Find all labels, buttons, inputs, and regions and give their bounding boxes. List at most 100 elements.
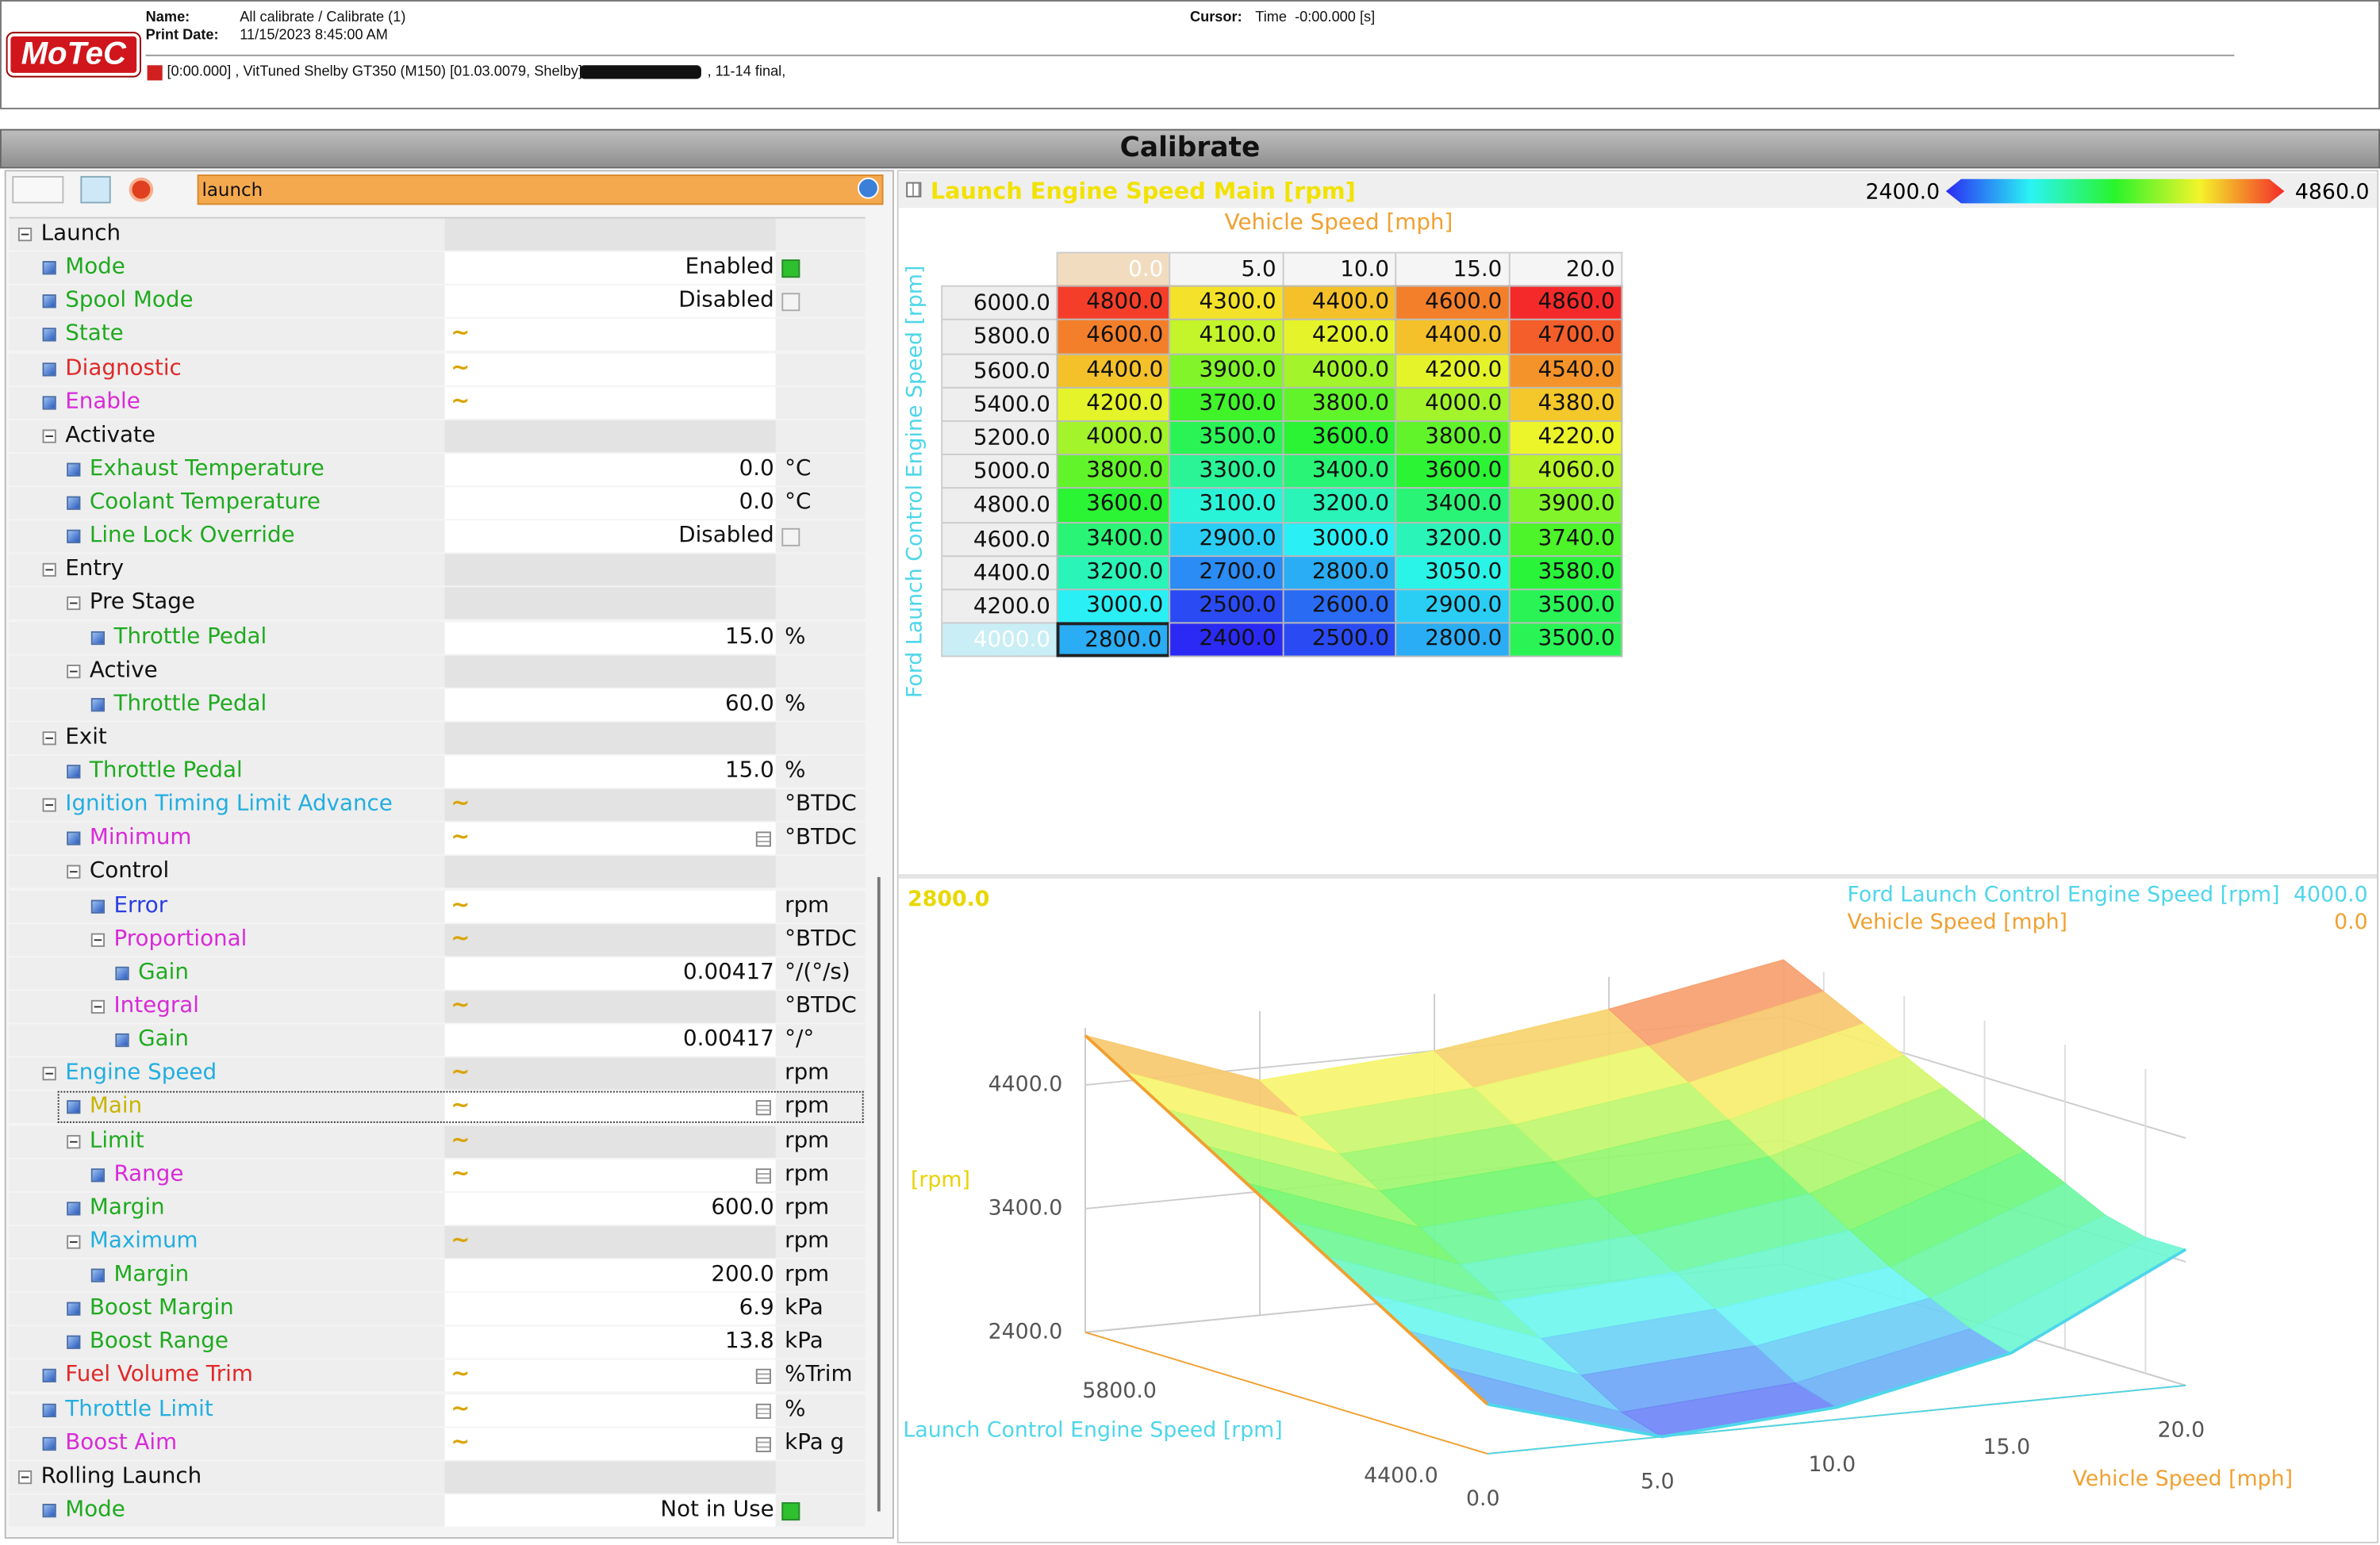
toolbar-tree-button[interactable] [12, 175, 64, 204]
parameter-value: 0.0 [739, 490, 774, 515]
tree-label[interactable]: Gain [138, 1027, 189, 1052]
search-box[interactable] [197, 174, 884, 205]
table-cell[interactable]: 4400.0 [1395, 319, 1510, 355]
tree-label[interactable]: Activate [65, 423, 155, 447]
table-cell[interactable]: 3000.0 [1056, 588, 1171, 624]
table-cell[interactable]: 3300.0 [1169, 454, 1284, 489]
value-cell [444, 1394, 776, 1426]
tree-label[interactable]: Proportional [113, 926, 248, 952]
table-button[interactable] [755, 1369, 771, 1385]
table-cell[interactable]: 4200.0 [1056, 386, 1171, 422]
tree-label[interactable]: Ignition Timing Limit Advance [65, 792, 393, 817]
table-cell[interactable]: 3400.0 [1282, 454, 1397, 489]
tree-label[interactable]: Launch [40, 221, 121, 246]
table-cell[interactable]: 2400.0 [1169, 622, 1284, 658]
scrollbar[interactable] [877, 876, 881, 1512]
tree-label[interactable]: Throttle Pedal [113, 692, 267, 716]
search-clear[interactable] [857, 177, 879, 199]
tree-label[interactable]: Mode [65, 255, 125, 280]
table-button[interactable] [755, 1402, 771, 1419]
tree-label[interactable]: Active [89, 657, 158, 683]
tree-label[interactable]: Line Lock Override [89, 523, 295, 548]
tree-label[interactable]: Gain [138, 960, 189, 985]
table-cell[interactable]: 2800.0 [1395, 622, 1510, 658]
y-tick-label: 5800.0 [1082, 1378, 1157, 1403]
table-cell[interactable]: 4200.0 [1395, 353, 1510, 389]
tree-label[interactable]: Throttle Pedal [113, 624, 267, 650]
tree-label[interactable]: Control [89, 859, 170, 884]
tree-label[interactable]: Margin [89, 1195, 165, 1220]
tree-label[interactable]: Range [113, 1161, 184, 1187]
table-cell[interactable]: 2500.0 [1282, 622, 1397, 658]
table-cell[interactable]: 3100.0 [1169, 487, 1284, 523]
tree-label[interactable]: Spool Mode [65, 288, 194, 313]
column-header: 0.0 [1056, 251, 1171, 287]
enabled-indicator[interactable] [781, 259, 800, 278]
tree-label[interactable]: Boost Margin [89, 1296, 234, 1321]
tree-label[interactable]: Exit [65, 725, 107, 750]
table-cell[interactable]: 3900.0 [1169, 353, 1284, 389]
column-header: 20.0 [1508, 251, 1623, 287]
tree-label[interactable]: Boost Range [89, 1329, 228, 1355]
table-button[interactable] [755, 1436, 771, 1452]
table-cell[interactable]: 4220.0 [1508, 420, 1623, 456]
table-cell[interactable]: 3050.0 [1395, 554, 1510, 591]
value-cell [444, 1360, 776, 1393]
unit: °C [785, 490, 812, 515]
tree-label[interactable]: Error [113, 893, 168, 918]
tree-label[interactable]: Enable [65, 389, 140, 414]
tree-label[interactable]: Maximum [89, 1229, 198, 1254]
table-cell[interactable]: 4700.0 [1508, 319, 1623, 355]
table-cell[interactable]: 4100.0 [1169, 319, 1284, 355]
tree-label[interactable]: Margin [113, 1262, 190, 1287]
parameter-value: 60.0 [724, 692, 774, 716]
table-cell[interactable]: 3600.0 [1056, 487, 1171, 523]
table-cell[interactable]: 4000.0 [1056, 420, 1171, 456]
toolbar-live-button[interactable] [80, 175, 111, 204]
tree-label[interactable]: Rolling Launch [40, 1463, 202, 1489]
enabled-indicator[interactable] [781, 1502, 800, 1520]
table-cell[interactable]: 3200.0 [1395, 521, 1510, 557]
table-cell[interactable]: 2800.0 [1056, 622, 1171, 658]
leaf-icon [42, 1503, 56, 1518]
tree-label[interactable]: Coolant Temperature [89, 490, 321, 515]
dropdown-button[interactable] [781, 293, 800, 312]
table-cell[interactable]: 3000.0 [1282, 521, 1397, 557]
table-cell[interactable]: 2900.0 [1395, 588, 1510, 624]
table-cell[interactable]: 3580.0 [1508, 554, 1623, 591]
expander-minus [45, 1073, 53, 1075]
tree-label[interactable]: Entry [65, 557, 125, 582]
tree-label[interactable]: Mode [65, 1497, 125, 1522]
table-cell[interactable]: 4400.0 [1282, 286, 1397, 321]
tree-label[interactable]: Pre Stage [89, 591, 195, 615]
tree-label[interactable]: Throttle Limit [65, 1397, 213, 1421]
tree-label[interactable]: State [65, 322, 124, 347]
table-button[interactable] [755, 1167, 771, 1183]
tree-label[interactable]: Limit [89, 1128, 144, 1153]
tree-label[interactable]: Engine Speed [65, 1060, 217, 1086]
tree-label[interactable]: Minimum [89, 826, 192, 851]
file-icon [147, 65, 163, 81]
tree-label[interactable]: Integral [113, 994, 199, 1018]
tree-label[interactable]: Diagnostic [65, 355, 182, 381]
table-cell[interactable]: 3740.0 [1508, 521, 1623, 557]
tree-label[interactable]: Main [89, 1095, 143, 1119]
tree-label[interactable]: Throttle Pedal [89, 758, 243, 784]
table-button[interactable] [755, 1100, 771, 1116]
table-cell[interactable]: 4600.0 [1395, 286, 1510, 321]
tree-label[interactable]: Fuel Volume Trim [65, 1363, 253, 1388]
parameter-value: Not in Use [660, 1497, 774, 1522]
toolbar-stop-button[interactable] [129, 177, 154, 202]
tree-label[interactable]: Exhaust Temperature [89, 456, 324, 481]
search-text[interactable]: launch [202, 178, 263, 201]
table-cell[interactable]: 4600.0 [1056, 319, 1171, 355]
tree-label[interactable]: Boost Aim [65, 1430, 178, 1455]
table-cell[interactable]: 4000.0 [1395, 386, 1510, 422]
table-button[interactable] [755, 832, 771, 848]
table-cell[interactable]: 3400.0 [1395, 487, 1510, 523]
table-cell[interactable]: 3500.0 [1508, 622, 1623, 658]
table-cell[interactable]: 4860.0 [1508, 286, 1623, 321]
dropdown-button[interactable] [781, 528, 800, 547]
table-cell[interactable]: 3200.0 [1282, 487, 1397, 523]
table-cell[interactable]: 4800.0 [1056, 286, 1171, 321]
